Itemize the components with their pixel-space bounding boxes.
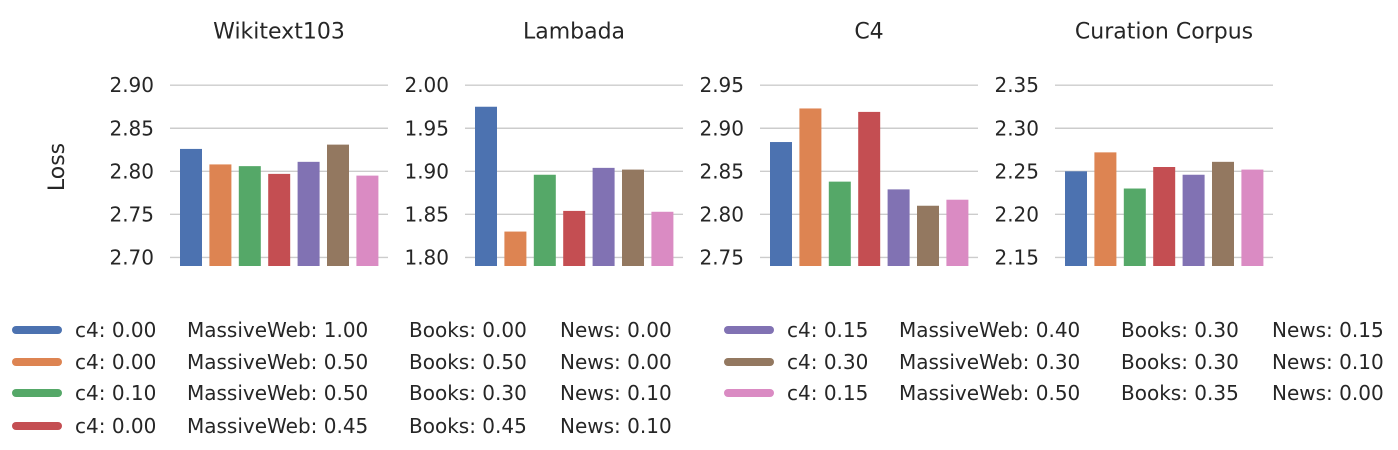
legend-label-massiveweb: MassiveWeb: 0.30	[899, 350, 1080, 374]
legend-label-news: News: 0.10	[560, 381, 672, 405]
bar	[238, 166, 261, 266]
bar	[858, 111, 881, 266]
y-axis-label: Loss	[45, 143, 70, 191]
legend-item: c4: 0.15 MassiveWeb: 0.40 Books: 0.30 News:…	[724, 318, 1384, 342]
y-tick-label: 2.15	[994, 245, 1039, 269]
y-tick-label: 2.75	[109, 202, 154, 226]
legend-label-c4: c4: 0.15	[787, 381, 868, 405]
legend-label-massiveweb: MassiveWeb: 1.00	[187, 318, 368, 342]
legend-item: c4: 0.30 MassiveWeb: 0.30 Books: 0.30 News:…	[724, 350, 1384, 374]
bar	[1123, 188, 1146, 266]
legend-label-books: Books: 0.30	[409, 381, 527, 405]
bar	[180, 148, 202, 266]
bar	[887, 189, 910, 266]
legend-label-books: Books: 0.35	[1121, 381, 1239, 405]
bar	[1065, 171, 1087, 266]
y-tick-label: 2.00	[404, 73, 449, 97]
legend-item: c4: 0.15 MassiveWeb: 0.50 Books: 0.35 News:…	[724, 381, 1384, 405]
y-tick-label: 2.25	[994, 159, 1039, 183]
legend-label-books: Books: 0.30	[1121, 350, 1239, 374]
y-tick-label: 1.80	[404, 245, 449, 269]
panel-title: C4	[854, 20, 883, 45]
legend-label-massiveweb: MassiveWeb: 0.50	[187, 350, 368, 374]
y-tick-label: 2.75	[699, 245, 744, 269]
bar	[1212, 161, 1234, 266]
legend-label-c4: c4: 0.00	[75, 350, 156, 374]
bar	[1094, 152, 1117, 266]
bar	[799, 108, 822, 266]
bar	[504, 231, 527, 266]
y-tick-label: 1.85	[404, 202, 449, 226]
legend-label-c4: c4: 0.10	[75, 381, 156, 405]
y-tick-label: 2.30	[994, 116, 1039, 140]
panel-title: Wikitext103	[213, 20, 345, 45]
legend-label-books: Books: 0.45	[409, 414, 527, 438]
bar	[297, 161, 320, 266]
y-tick-label: 1.90	[404, 159, 449, 183]
bar	[209, 164, 232, 266]
y-tick-label: 2.35	[994, 73, 1039, 97]
legend-item: c4: 0.00 MassiveWeb: 0.45 Books: 0.45 News:…	[12, 414, 672, 438]
bar	[828, 181, 851, 266]
legend-label-news: News: 0.10	[560, 414, 672, 438]
legend-label-books: Books: 0.50	[409, 350, 527, 374]
y-tick-label: 2.90	[109, 73, 154, 97]
bar	[475, 106, 497, 266]
y-tick-label: 2.70	[109, 245, 154, 269]
legend-label-books: Books: 0.00	[409, 318, 527, 342]
panel-title: Lambada	[523, 20, 625, 45]
legend-item: c4: 0.00 MassiveWeb: 0.50 Books: 0.50 News:…	[12, 350, 672, 374]
legend-label-books: Books: 0.30	[1121, 318, 1239, 342]
legend-label-c4: c4: 0.30	[787, 350, 868, 374]
bar	[533, 174, 556, 266]
legend-item: c4: 0.10 MassiveWeb: 0.50 Books: 0.30 News:…	[12, 381, 672, 405]
bar	[1182, 174, 1205, 266]
legend-label-massiveweb: MassiveWeb: 0.40	[899, 318, 1080, 342]
bar	[268, 173, 291, 266]
panel-title: Curation Corpus	[1075, 20, 1253, 45]
y-tick-label: 1.95	[404, 116, 449, 140]
legend: c4: 0.00 MassiveWeb: 1.00 Books: 0.00 News:…	[12, 318, 1384, 438]
legend-label-news: News: 0.00	[560, 318, 672, 342]
legend-label-c4: c4: 0.15	[787, 318, 868, 342]
bar	[592, 167, 615, 266]
legend-label-news: News: 0.00	[560, 350, 672, 374]
bar	[563, 210, 586, 266]
bar	[651, 211, 674, 266]
panel-c4: 2.75 2.80 2.85 2.90 2.95 C4	[699, 20, 978, 269]
y-tick-label: 2.80	[699, 202, 744, 226]
y-tick-label: 2.95	[699, 73, 744, 97]
legend-label-c4: c4: 0.00	[75, 318, 156, 342]
bar	[1153, 167, 1176, 266]
bar	[327, 144, 349, 266]
legend-label-c4: c4: 0.00	[75, 414, 156, 438]
legend-label-massiveweb: MassiveWeb: 0.50	[187, 381, 368, 405]
bar	[1241, 169, 1264, 266]
legend-label-news: News: 0.10	[1272, 350, 1384, 374]
legend-label-massiveweb: MassiveWeb: 0.50	[899, 381, 1080, 405]
legend-label-massiveweb: MassiveWeb: 0.45	[187, 414, 368, 438]
bar	[622, 169, 644, 266]
y-tick-label: 2.85	[699, 159, 744, 183]
legend-label-news: News: 0.15	[1272, 318, 1384, 342]
y-tick-label: 2.20	[994, 202, 1039, 226]
y-tick-label: 2.80	[109, 159, 154, 183]
y-tick-label: 2.85	[109, 116, 154, 140]
bar	[917, 205, 939, 266]
y-tick-label: 2.90	[699, 116, 744, 140]
legend-item: c4: 0.00 MassiveWeb: 1.00 Books: 0.00 News:…	[12, 318, 672, 342]
bar	[356, 175, 379, 266]
legend-label-news: News: 0.00	[1272, 381, 1384, 405]
panel-wikitext103: 2.70 2.75 2.80 2.85 2.90 Wikitext103	[109, 20, 388, 269]
panel-curation-corpus: 2.15 2.20 2.25 2.30 2.35 Curation Corpus	[994, 20, 1273, 269]
bar	[770, 142, 792, 266]
panel-lambada: 1.80 1.85 1.90 1.95 2.00 Lambada	[404, 20, 683, 269]
bar	[946, 199, 969, 266]
